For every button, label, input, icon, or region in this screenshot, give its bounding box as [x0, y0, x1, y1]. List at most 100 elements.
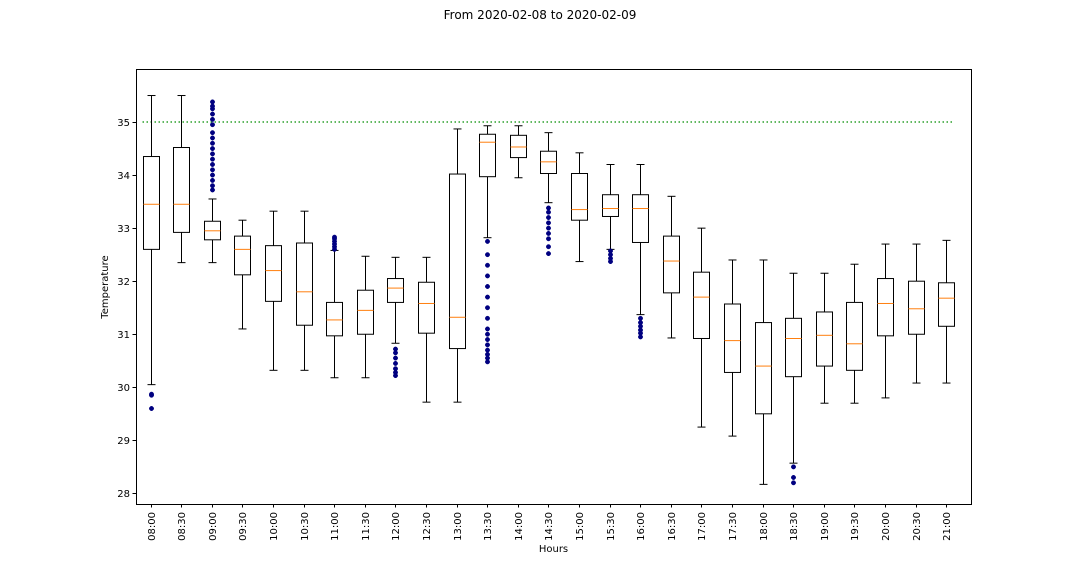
outlier-point — [210, 103, 215, 109]
box-1130 — [357, 255, 374, 379]
outlier-point — [210, 111, 215, 117]
box-iqr — [449, 173, 466, 350]
box-1700 — [693, 227, 710, 428]
outlier-point — [210, 135, 215, 141]
outlier-point — [638, 320, 643, 326]
box-iqr — [693, 271, 710, 339]
outlier-point — [485, 284, 490, 289]
box-1800 — [755, 259, 772, 485]
x-tick-label: 19:30 — [850, 512, 861, 541]
x-tick-label: 15:30 — [606, 512, 617, 541]
box-iqr — [724, 303, 741, 373]
box-iqr — [755, 322, 772, 415]
box-iqr — [479, 133, 496, 178]
x-tick-label: 08:30 — [177, 512, 188, 541]
outlier-point — [210, 183, 215, 189]
outlier-point — [210, 156, 215, 162]
x-tick-label: 14:30 — [544, 512, 555, 541]
box-iqr — [571, 173, 588, 221]
outlier-point — [546, 205, 551, 211]
outlier-point — [485, 305, 490, 311]
outlier-point — [485, 315, 490, 321]
box-2100 — [938, 239, 955, 384]
x-tick-label: 15:00 — [575, 512, 586, 541]
box-1400 — [510, 125, 527, 179]
x-tick-label: 14:00 — [514, 512, 525, 541]
x-tick-label: 18:00 — [759, 512, 770, 541]
x-tick-label: 21:00 — [942, 512, 953, 541]
box-iqr — [326, 301, 343, 337]
outlier-point — [485, 273, 490, 279]
x-tick-label: 12:00 — [391, 512, 402, 541]
outlier-point — [485, 326, 490, 332]
box-1530 — [602, 163, 619, 265]
box-iqr — [510, 134, 527, 159]
x-tick-label: 20:30 — [912, 512, 923, 541]
outlier-point — [791, 480, 796, 486]
box-1930 — [846, 263, 863, 404]
y-tick-label: 29 — [117, 436, 130, 447]
box-iqr — [540, 150, 557, 175]
outlier-point — [546, 225, 551, 231]
outlier-point — [149, 391, 154, 397]
outlier-point — [485, 342, 490, 348]
y-tick-label: 35 — [117, 118, 130, 129]
plot-area-frame — [136, 69, 972, 505]
outlier-point — [546, 251, 551, 257]
y-tick-label: 33 — [117, 224, 130, 235]
outlier-point — [393, 346, 398, 352]
outlier-point — [485, 238, 490, 244]
x-tick-label: 13:00 — [453, 512, 464, 541]
outlier-point — [485, 347, 490, 353]
box-1430 — [540, 132, 557, 257]
box-iqr — [938, 282, 955, 327]
chart-title: From 2020-02-08 to 2020-02-09 — [443, 8, 637, 22]
outlier-point — [393, 366, 398, 372]
outlier-point — [210, 116, 215, 122]
x-tick-label: 11:00 — [330, 512, 341, 541]
outlier-point — [210, 172, 215, 178]
box-2000 — [877, 243, 894, 399]
box-0830 — [173, 95, 190, 264]
x-axis: 08:00 08:30 09:00 09:30 10:00 10:30 11:00 11:30… — [147, 504, 953, 541]
outlier-point — [332, 234, 337, 240]
box-1600 — [632, 163, 649, 340]
box-iqr — [234, 235, 251, 276]
y-axis: 28 29 30 31 32 33 34 35 — [117, 118, 136, 500]
x-tick-label: 17:30 — [728, 512, 739, 541]
x-tick-label: 16:30 — [667, 512, 678, 541]
outlier-point — [210, 162, 215, 167]
x-tick-label: 11:30 — [361, 512, 372, 541]
outlier-point — [210, 122, 215, 128]
outlier-point — [149, 406, 154, 411]
outlier-point — [791, 464, 796, 470]
outlier-point — [393, 360, 398, 366]
box-iqr — [143, 156, 160, 250]
box-iqr — [632, 194, 649, 243]
y-tick-label: 34 — [117, 171, 130, 182]
x-tick-label: 10:00 — [269, 512, 280, 541]
y-tick-label: 28 — [117, 489, 130, 500]
outlier-point — [485, 351, 490, 357]
outlier-point — [485, 294, 490, 300]
box-iqr — [173, 147, 190, 233]
y-tick-label: 30 — [117, 383, 130, 394]
outlier-point — [210, 187, 215, 193]
outlier-point — [210, 130, 215, 136]
box-iqr — [908, 280, 925, 335]
x-tick-label: 08:00 — [147, 512, 158, 541]
outlier-point — [485, 331, 490, 337]
y-tick-label: 32 — [117, 277, 130, 288]
box-1630 — [663, 195, 680, 339]
outlier-point — [210, 140, 215, 146]
box-iqr — [846, 301, 863, 371]
x-tick-label: 12:30 — [422, 512, 433, 541]
box-iqr — [265, 245, 282, 302]
outlier-point — [546, 231, 551, 236]
box-iqr — [418, 281, 435, 334]
outlier-point — [210, 146, 215, 152]
outlier-point — [608, 248, 613, 254]
outlier-point — [393, 355, 398, 361]
x-tick-label: 10:30 — [300, 512, 311, 541]
x-tick-label: 17:00 — [697, 512, 708, 541]
